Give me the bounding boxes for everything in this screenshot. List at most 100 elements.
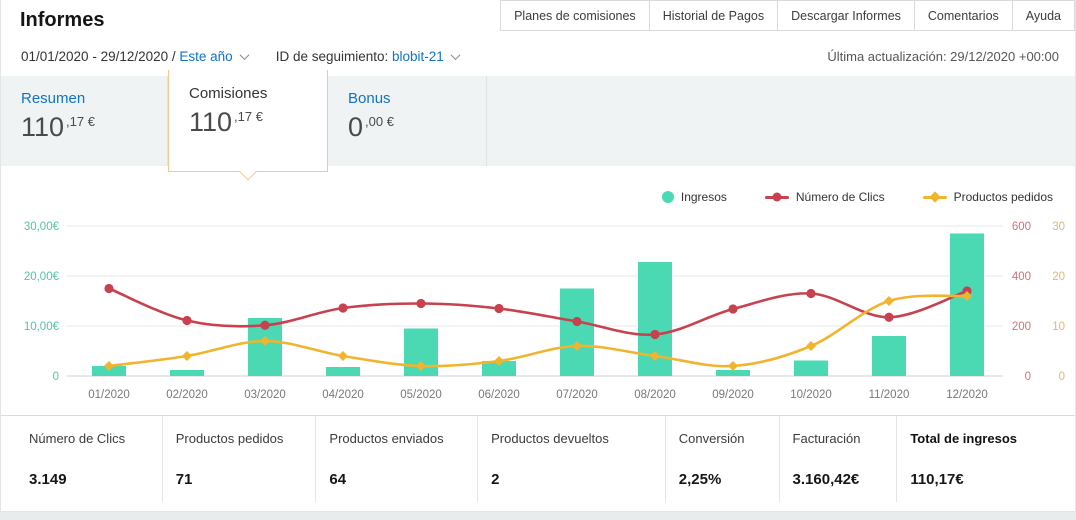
nav-button-historial-de-pagos[interactable]: Historial de Pagos [648, 0, 779, 31]
stat-value: 3.160,42€ [792, 471, 860, 488]
legend-item-productos-pedidos[interactable]: Productos pedidos [922, 190, 1053, 204]
legend-label: Número de Clics [795, 190, 885, 204]
legend-label: Productos pedidos [953, 190, 1053, 204]
stat-label: Productos enviados [329, 431, 444, 446]
page-title: Informes [20, 9, 105, 31]
clicks-axis-tick: 200 [1012, 321, 1031, 333]
pedidos-point [338, 351, 348, 361]
stat-cell-facturacion: Facturación 3.160,42€ [778, 416, 897, 502]
ingresos-bar [326, 367, 360, 376]
x-axis-label: 01/2020 [88, 389, 130, 401]
stat-cell-conversion: Conversión 2,25% [664, 416, 779, 502]
tab-label: Bonus [348, 90, 391, 107]
legend-item-ingresos[interactable]: Ingresos [661, 190, 727, 204]
tab-bonus[interactable]: Bonus 0,00 € [328, 76, 487, 166]
pedidos-point [650, 351, 660, 361]
pedidos-point [884, 296, 894, 306]
stat-label: Productos devueltos [491, 431, 609, 446]
clics-point [728, 304, 738, 314]
tab-comisiones-selected[interactable]: Comisiones 110,17 € [168, 70, 328, 181]
stat-label: Número de Clics [29, 431, 126, 446]
x-axis-label: 10/2020 [790, 389, 832, 401]
chevron-down-icon[interactable] [239, 49, 250, 60]
clicks-axis-tick: 0 [1025, 371, 1031, 383]
clicks-axis-tick: 600 [1012, 221, 1031, 233]
pedidos-line [108, 294, 968, 368]
chevron-down-icon[interactable] [450, 49, 461, 60]
nav-button-comentarios[interactable]: Comentarios [913, 0, 1013, 31]
tab-value: 0,00 € [348, 112, 394, 142]
tracking-id-dropdown[interactable]: blobit-21 [392, 48, 444, 64]
x-axis-label: 09/2020 [712, 389, 754, 401]
pedidos-point [416, 361, 426, 371]
pedidos-point [806, 341, 816, 351]
tab-resumen[interactable]: Resumen 110,17 € [1, 76, 168, 166]
orders-axis-tick: 10 [1052, 321, 1065, 333]
clics-point [182, 315, 192, 326]
stat-label: Productos pedidos [175, 431, 284, 446]
pedidos-point [494, 356, 504, 366]
ingresos-bar [170, 370, 204, 376]
ingresos-bar [716, 370, 750, 376]
stat-value: 110,17€ [910, 471, 964, 488]
stat-value: 2 [491, 471, 500, 488]
stat-cell-total-de-ingresos: Total de ingresos 110,17€ [896, 416, 1075, 502]
x-axis-label: 03/2020 [244, 389, 286, 401]
orders-axis-tick: 20 [1052, 271, 1065, 283]
clics-point [416, 298, 426, 309]
pedidos-point [104, 361, 114, 371]
tab-value: 110,17 € [189, 107, 263, 137]
ingresos-bar [482, 361, 516, 376]
orders-axis-tick: 30 [1052, 221, 1065, 233]
nav-button-ayuda[interactable]: Ayuda [1011, 0, 1075, 31]
stat-value: 2,25% [678, 471, 722, 488]
stat-label: Conversión [678, 431, 745, 446]
clics-point [338, 303, 348, 313]
clics-point [494, 303, 504, 314]
tracking-id-label: ID de seguimiento: [275, 48, 389, 64]
date-range-text: 01/01/2020 - 29/12/2020 / [21, 48, 176, 64]
summary-stats-bar: Número de Clics 3.149 Productos pedidos 71 P… [1, 415, 1075, 502]
stat-cell-productos-enviados: Productos enviados 64 [315, 416, 477, 502]
orders-axis-tick: 0 [1059, 371, 1065, 383]
nav-button-group: Planes de comisiones Historial de Pagos De… [500, 0, 1075, 31]
date-preset-dropdown[interactable]: Este año [179, 48, 233, 64]
tab-label: Resumen [21, 90, 86, 107]
stat-value: 71 [175, 471, 193, 488]
clics-point [884, 312, 894, 322]
chart-legend: Ingresos Número de Clics Productos pedid… [1, 186, 1075, 208]
nav-button-descargar-informes[interactable]: Descargar Informes [777, 0, 915, 31]
ingresos-bar [950, 233, 984, 376]
x-axis-label: 08/2020 [634, 389, 676, 401]
left-axis-tick: 30,00€ [24, 221, 60, 233]
clicks-axis-tick: 400 [1012, 271, 1031, 283]
left-axis-tick: 0 [53, 371, 59, 383]
stat-label: Facturación [792, 431, 861, 446]
pedidos-point [962, 291, 972, 301]
pedidos-point [260, 336, 270, 346]
x-axis-label: 02/2020 [166, 389, 208, 401]
red-line-dot-icon [764, 192, 789, 202]
legend-item-numero-de-clics[interactable]: Número de Clics [764, 190, 885, 204]
chart-section: Ingresos Número de Clics Productos pedid… [1, 166, 1075, 414]
ingresos-bar [560, 288, 594, 376]
combo-chart: 0 10,00€ 20,00€ 30,00€ 0 200 400 600 0 10 20 30 01/2… [24, 221, 1065, 401]
clics-point [572, 316, 582, 327]
stat-value: 64 [329, 471, 347, 488]
teal-circle-icon [661, 191, 674, 203]
x-axis-label: 05/2020 [400, 389, 442, 401]
filter-bar: 01/01/2020 - 29/12/2020 / Este año ID de… [1, 36, 1075, 74]
ingresos-bar [794, 360, 828, 376]
summary-tab-strip: Resumen 110,17 € Bonus 0,00 € Comisiones… [1, 70, 1075, 181]
left-axis-tick: 10,00€ [24, 321, 60, 333]
pedidos-point [182, 351, 192, 361]
clics-point [260, 320, 270, 330]
x-axis-label: 07/2020 [556, 389, 598, 401]
x-axis-label: 04/2020 [322, 389, 364, 401]
clics-line [108, 287, 968, 337]
nav-button-planes-de-comisiones[interactable]: Planes de comisiones [500, 0, 650, 31]
tab-label: Comisiones [189, 85, 268, 102]
stat-cell-productos-devueltos: Productos devueltos 2 [477, 416, 665, 502]
